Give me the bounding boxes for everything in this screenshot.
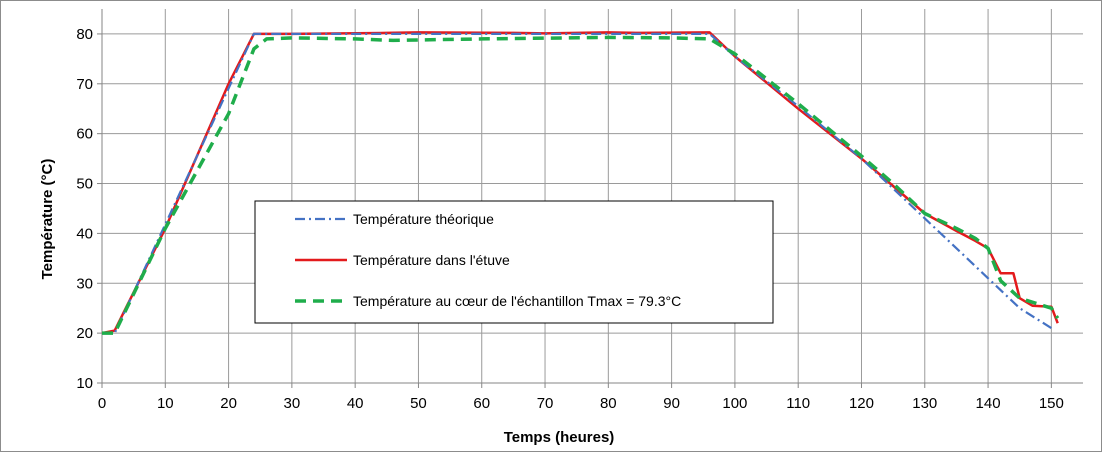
- x-tick-label: 0: [98, 395, 106, 412]
- x-tick-labels: 0 10 20 30 40 50 60 70 80 90 100 110 120 130 140 150: [98, 395, 1064, 412]
- legend: Température théorique Température dans l…: [254, 200, 774, 324]
- x-tick-label: 10: [157, 395, 174, 412]
- y-tick-label: 50: [76, 176, 93, 193]
- y-tick-labels: 10 20 30 40 50 60 70 80: [76, 26, 93, 392]
- x-tick-label: 70: [537, 395, 554, 412]
- y-tick-label: 70: [76, 76, 93, 93]
- y-tick-label: 30: [76, 275, 93, 292]
- series-lines: [101, 31, 1060, 335]
- x-tick-label: 50: [410, 395, 427, 412]
- x-tick-label: 30: [284, 395, 301, 412]
- y-tick-label: 20: [76, 325, 93, 342]
- series-line-2: [102, 35, 1060, 335]
- legend-label-coeur: Température au cœur de l'échantillon Tma…: [353, 293, 681, 309]
- y-tick-label: 40: [76, 225, 93, 242]
- x-tick-label: 90: [663, 395, 680, 412]
- y-tick-label: 80: [76, 26, 93, 43]
- axes: [97, 9, 1083, 388]
- y-axis-title: Température (°C): [39, 159, 56, 280]
- x-tick-label: 120: [849, 395, 874, 412]
- legend-label-theorique: Température théorique: [353, 211, 494, 227]
- x-tick-label: 140: [976, 395, 1001, 412]
- x-tick-label: 100: [722, 395, 747, 412]
- y-tick-label: 10: [76, 375, 93, 392]
- x-tick-label: 150: [1039, 395, 1064, 412]
- x-tick-label: 20: [220, 395, 237, 412]
- x-tick-label: 110: [786, 395, 810, 412]
- legend-label-etuve: Température dans l'étuve: [353, 252, 510, 268]
- x-tick-label: 40: [347, 395, 364, 412]
- series-line-0: [102, 32, 1052, 335]
- x-tick-label: 130: [912, 395, 937, 412]
- x-tick-label: 80: [600, 395, 617, 412]
- x-tick-label: 60: [473, 395, 490, 412]
- y-tick-label: 60: [76, 126, 93, 143]
- x-axis-title: Temps (heures): [504, 429, 615, 446]
